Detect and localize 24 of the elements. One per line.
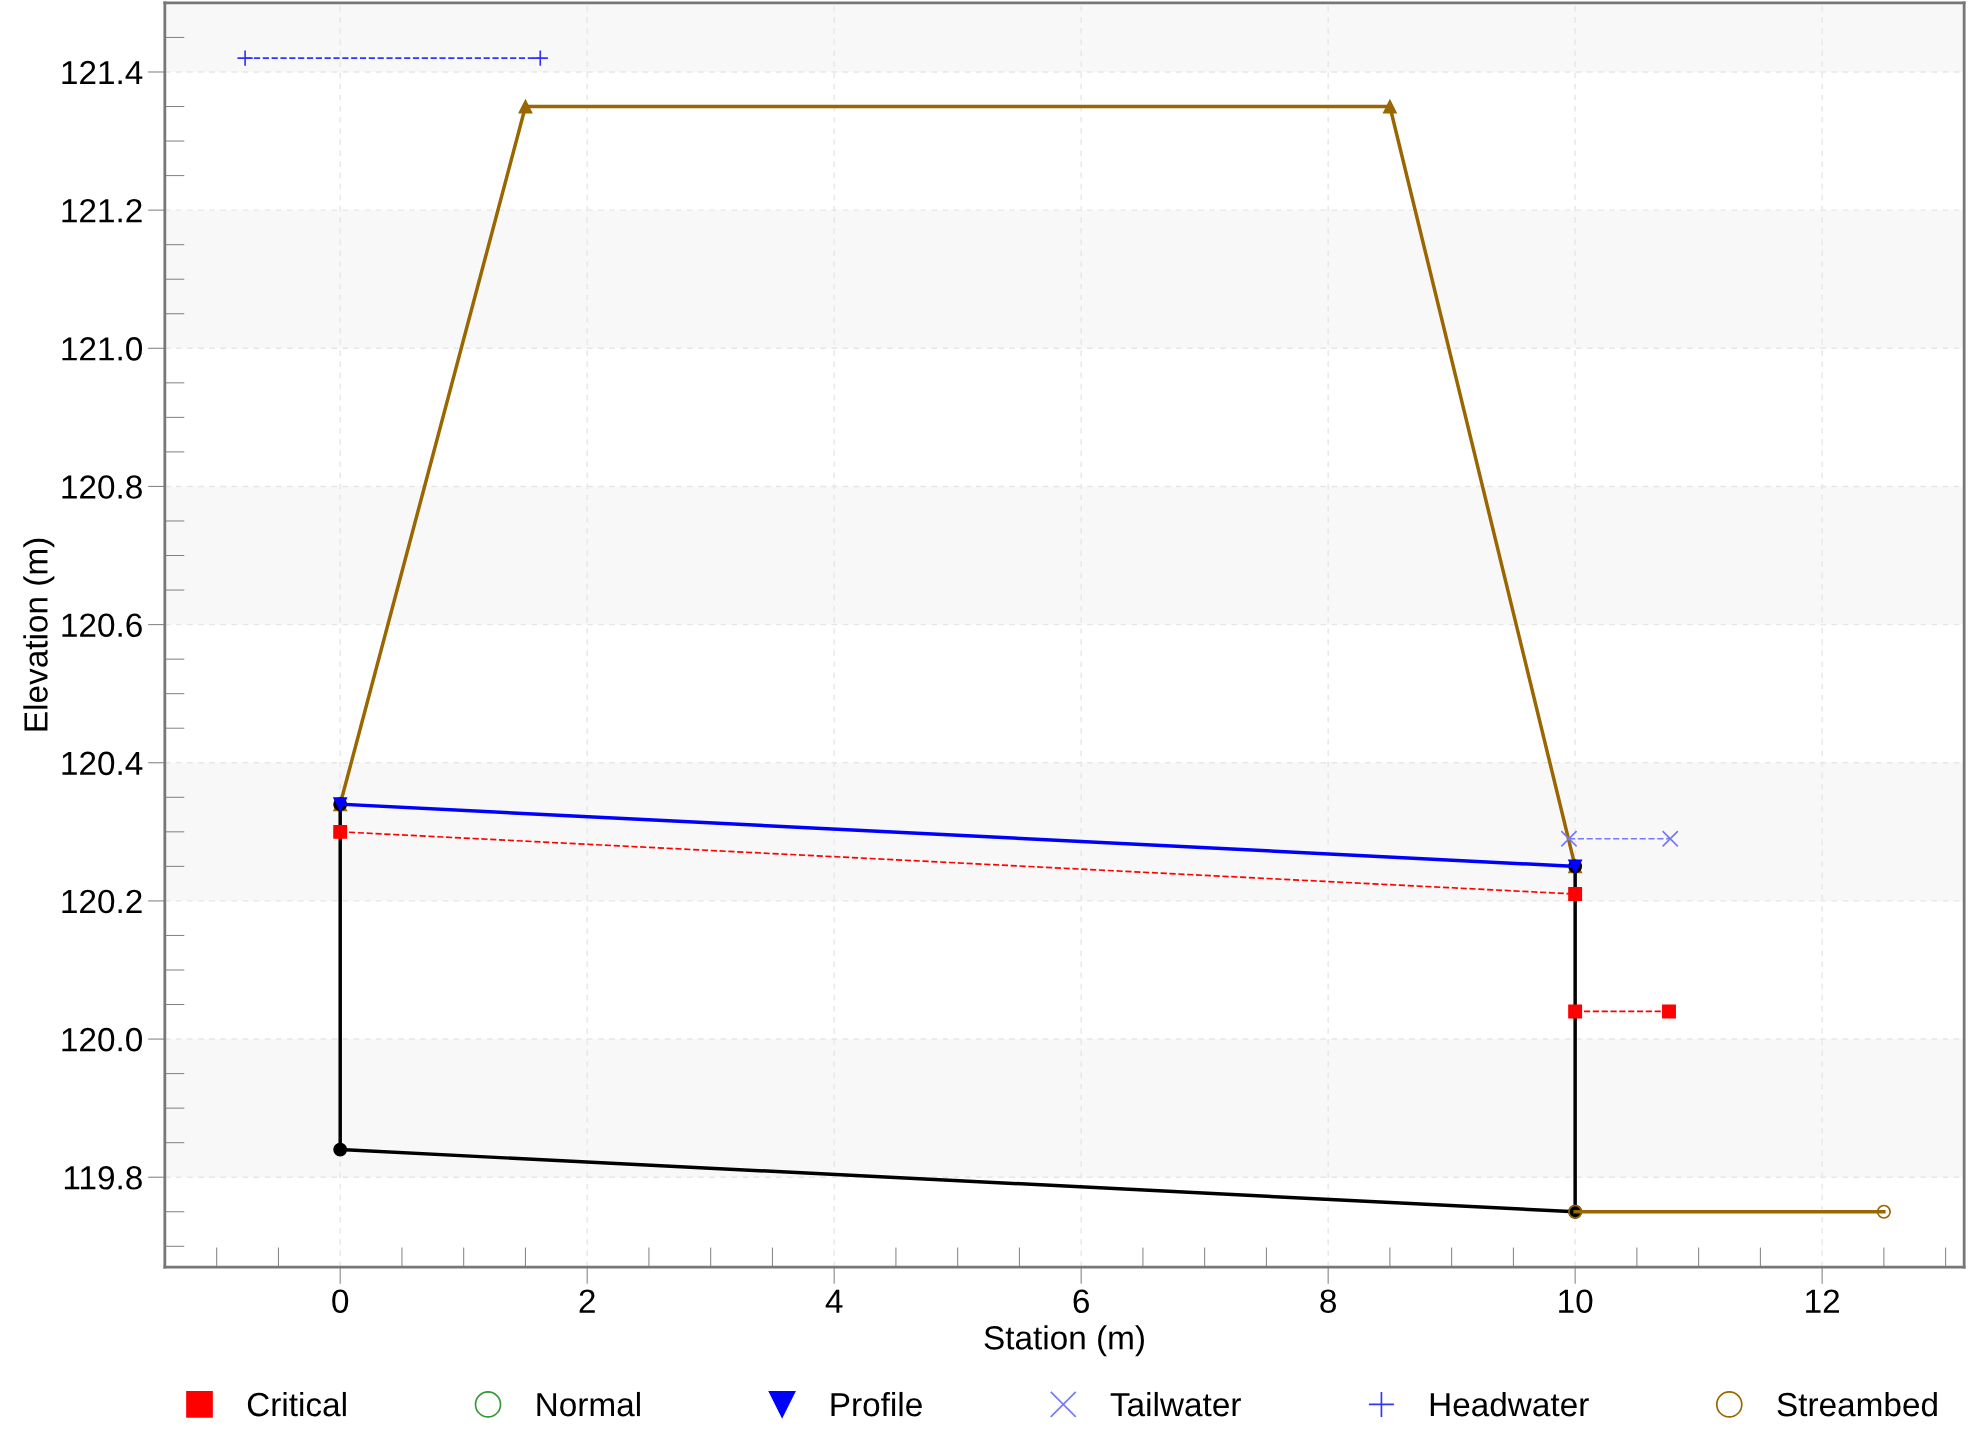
y-axis-title: Elevation (m) bbox=[23, 538, 55, 731]
y-tick-label: 121.2 bbox=[62, 198, 142, 223]
x-axis-title: Station (m) bbox=[984, 1325, 1144, 1357]
y-tick-label: 120.6 bbox=[62, 613, 142, 638]
legend-label: Streambed bbox=[1777, 1391, 1937, 1417]
legend-label: Headwater bbox=[1430, 1391, 1589, 1417]
x-tick-label: 10 bbox=[1559, 1289, 1593, 1314]
y-tick-label: 120.0 bbox=[62, 1027, 143, 1052]
x-tick-label: 6 bbox=[1073, 1289, 1089, 1314]
y-tick-label: 120.2 bbox=[62, 889, 142, 914]
legend-label: Normal bbox=[537, 1391, 640, 1417]
legend-label: Critical bbox=[247, 1391, 346, 1417]
x-tick-label: 4 bbox=[825, 1289, 843, 1313]
x-tick-label: 0 bbox=[332, 1289, 349, 1314]
y-tick-label: 119.8 bbox=[64, 1166, 142, 1190]
y-tick-label: 120.4 bbox=[62, 751, 143, 776]
y-tick-label: 121.0 bbox=[62, 337, 143, 361]
y-tick-label: 121.4 bbox=[62, 60, 143, 85]
x-tick-label: 8 bbox=[1320, 1289, 1336, 1314]
x-tick-label: 12 bbox=[1806, 1289, 1839, 1313]
y-tick-label: 120.8 bbox=[62, 475, 142, 499]
legend-label: Profile bbox=[831, 1391, 922, 1417]
legend-label: Tailwater bbox=[1110, 1391, 1241, 1417]
x-tick-label: 2 bbox=[579, 1289, 595, 1313]
